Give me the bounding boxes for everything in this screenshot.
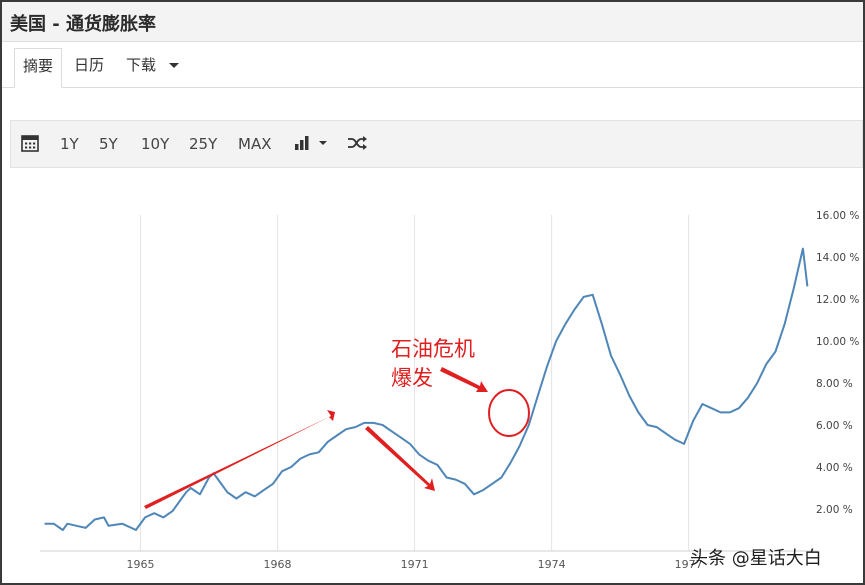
range-1y-button[interactable]: 1Y bbox=[60, 135, 79, 153]
tab-summary-label: 摘要 bbox=[23, 57, 54, 75]
y-tick-label: 6.00 % bbox=[816, 420, 853, 432]
tab-download-label: 下载 bbox=[126, 56, 157, 74]
x-axis: 1965 1968 1971 1974 1977 bbox=[40, 550, 818, 571]
x-tick-label: 1968 bbox=[264, 558, 292, 571]
y-tick-label: 12.00 % bbox=[816, 294, 859, 306]
shuffle-icon[interactable] bbox=[347, 135, 367, 157]
x-tick-label: 1977 bbox=[675, 558, 703, 571]
tab-calendar[interactable]: 日历 bbox=[66, 48, 112, 88]
range-5y-button[interactable]: 5Y bbox=[99, 135, 118, 153]
y-tick-label: 8.00 % bbox=[816, 378, 853, 390]
annotation-text-line1: 石油危机 bbox=[391, 337, 475, 361]
title-bar: 美国 - 通货膨胀率 bbox=[2, 2, 863, 42]
annotation-group: 石油危机 爆发 bbox=[144, 337, 530, 509]
tab-summary[interactable]: 摘要 bbox=[14, 48, 63, 88]
range-25y-button[interactable]: 25Y bbox=[189, 135, 218, 153]
annotation-arrow-oil bbox=[440, 367, 488, 392]
watermark: 头条 @星话大白 bbox=[690, 548, 822, 569]
annotation-arrow-fall bbox=[365, 426, 435, 491]
annotation-arrow-rise bbox=[144, 410, 335, 509]
range-10y-button[interactable]: 10Y bbox=[141, 135, 170, 153]
y-tick-label: 16.00 % bbox=[816, 210, 859, 222]
range-max-button[interactable]: MAX bbox=[238, 135, 272, 153]
y-tick-label: 14.00 % bbox=[816, 252, 859, 264]
inflation-line-chart: 1965 1968 1971 1974 1977 2.00 % 4.00 % 6.00 % 8… bbox=[40, 210, 859, 571]
y-axis: 2.00 % 4.00 % 6.00 % 8.00 % 10.00 % 12.00 % 14… bbox=[816, 210, 859, 516]
annotation-text-line2: 爆发 bbox=[391, 366, 433, 390]
x-tick-label: 1971 bbox=[401, 558, 429, 571]
chart-grid bbox=[139, 215, 690, 551]
tab-bar: 摘要 日历 下载 bbox=[2, 42, 863, 88]
y-tick-label: 4.00 % bbox=[816, 462, 853, 474]
calendar-icon[interactable] bbox=[21, 134, 39, 156]
tab-download[interactable]: 下载 bbox=[118, 48, 187, 88]
y-tick-label: 10.00 % bbox=[816, 336, 859, 348]
series-line bbox=[44, 247, 809, 531]
page-title: 美国 - 通货膨胀率 bbox=[10, 14, 157, 35]
x-tick-label: 1974 bbox=[538, 558, 566, 571]
chart-type-dropdown[interactable] bbox=[294, 135, 330, 157]
bar-chart-icon bbox=[295, 136, 327, 150]
y-tick-label: 2.00 % bbox=[816, 504, 853, 516]
series-group bbox=[44, 247, 809, 531]
oil-crisis-highlight-circle bbox=[488, 389, 530, 437]
chart-toolbar: 1Y 5Y 10Y 25Y MAX bbox=[10, 120, 863, 168]
x-tick-label: 1965 bbox=[126, 558, 154, 571]
caret-down-icon bbox=[168, 63, 179, 68]
tab-calendar-label: 日历 bbox=[74, 56, 105, 74]
